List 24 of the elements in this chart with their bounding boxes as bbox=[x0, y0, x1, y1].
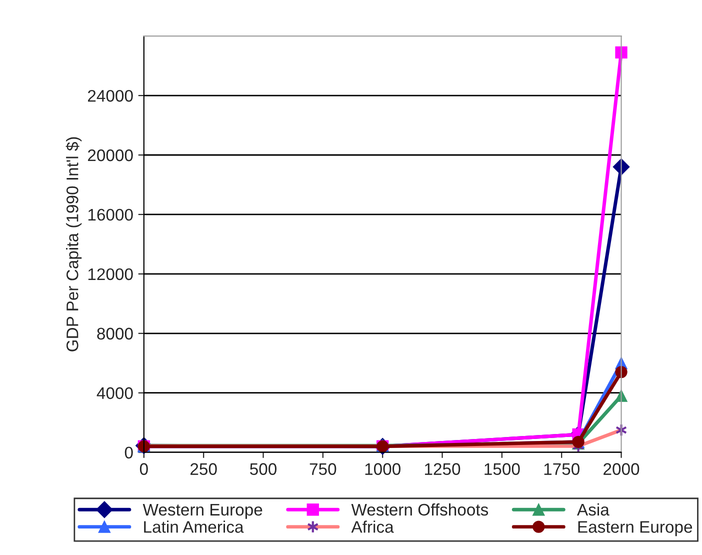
y-tick-label: 8000 bbox=[97, 328, 133, 340]
x-tick-label: 0 bbox=[140, 463, 148, 475]
x-tick-label: 1000 bbox=[365, 463, 400, 475]
x-tick-label: 2000 bbox=[604, 463, 640, 475]
x-tick-label: 1750 bbox=[544, 463, 580, 475]
legend-label: Eastern Europe bbox=[578, 521, 692, 536]
y-tick-label: 12000 bbox=[88, 268, 133, 280]
legend-label: Western Europe bbox=[142, 504, 262, 519]
legend-label: Western Offshoots bbox=[351, 503, 488, 516]
y-tick-label: 16000 bbox=[88, 208, 133, 221]
x-tick-label: 1250 bbox=[424, 463, 460, 475]
y-axis-title: GDP Per Capita (1990 Int'l $) bbox=[66, 137, 82, 352]
legend-label: Latin America bbox=[144, 520, 244, 533]
point bbox=[615, 46, 628, 59]
x-tick-label: 1500 bbox=[484, 463, 520, 475]
y-tick-label: 24000 bbox=[88, 90, 133, 102]
x-tick-label: 250 bbox=[190, 463, 217, 475]
x-tick-label: 500 bbox=[250, 463, 277, 475]
x-tick-label: 750 bbox=[310, 463, 336, 475]
legend-label: Africa bbox=[351, 520, 394, 533]
y-tick-label: 4000 bbox=[96, 387, 133, 400]
y-tick-label: 0 bbox=[124, 446, 133, 459]
y-tick-label: 20000 bbox=[88, 149, 133, 162]
legend-label: Asia bbox=[577, 503, 610, 516]
